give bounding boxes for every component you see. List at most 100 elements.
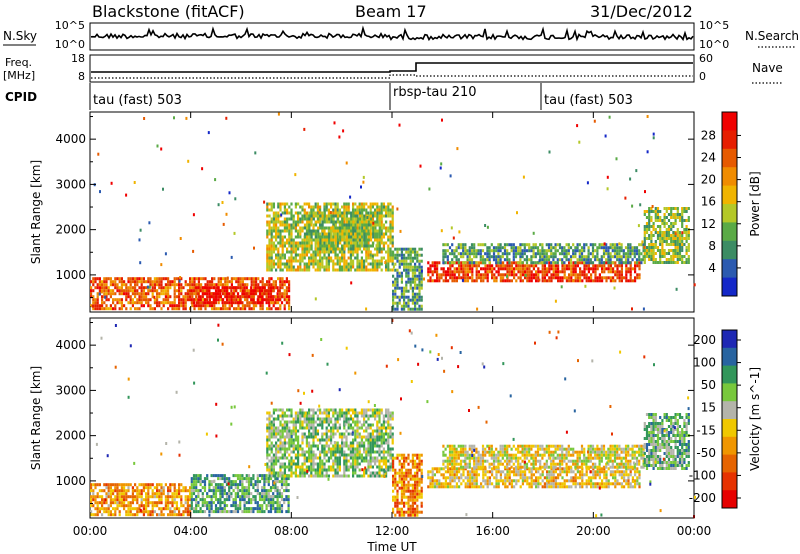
colorbar-tick-label: -50 [696,446,716,460]
noise-point [463,459,466,463]
nsky-label: N.Sky [3,29,37,43]
colorbar-segment [722,148,737,168]
noise-point [160,263,163,267]
nsky-tick-bottom: 10^0 [55,38,85,51]
x-tick-label: 00:00 [73,524,108,538]
noise-point [192,249,195,253]
noise-point [338,135,341,139]
noise-point [294,173,297,177]
x-tick-label: 08:00 [274,524,309,538]
noise-point [393,495,396,499]
noise-point [179,276,182,279]
noise-point [675,287,678,291]
colorbar-tick-label: 16 [701,195,716,209]
nave-tick-bottom: 0 [699,70,706,83]
noise-point [673,426,676,430]
freq-tick-top: 18 [71,52,85,65]
noise-point [608,115,611,119]
noise-point [632,461,635,465]
freq-series-line [91,62,693,73]
noise-point [160,147,163,151]
colorbar-segment [722,472,737,491]
noise-point [139,261,142,265]
noise-point [639,203,642,207]
noise-point [554,299,557,303]
noise-point [95,442,98,446]
noise-point [221,201,224,204]
noise-point [114,365,117,369]
noise-point [436,357,439,361]
noise-point [486,225,489,229]
colorbar-frame [721,111,738,297]
noise-point [662,457,665,461]
nsearch-tick-top: 10^5 [699,19,729,32]
noise-point [399,229,402,233]
noise-point [323,241,326,245]
noise-point [641,240,644,244]
noise-point [532,231,535,235]
noise-point [114,324,117,327]
noise-point [576,124,579,128]
cpid-segment-1: tau (fast) 503 [93,93,182,108]
noise-point [333,441,336,444]
noise-point [365,307,368,311]
noise-point [399,431,402,435]
noise-point [280,213,283,217]
noise-point [165,442,168,445]
colorbar-segment [722,401,737,420]
cpid-segment-3: tau (fast) 503 [544,93,633,108]
y-tick-label: 1000 [55,474,86,488]
noise-point [419,164,422,168]
noise-point [450,226,453,230]
colorbar: 4 8 12 16 20 24 28 Power [dB] [701,111,762,297]
noise-point [234,197,237,201]
nsky-series-line [90,25,694,42]
colorbar-tick-label: 20 [701,173,716,187]
noise-point [230,255,233,259]
noise-point [133,461,136,465]
noise-point [423,277,425,281]
noise-point [327,477,330,481]
noise-point [611,432,613,436]
noise-point [577,359,579,363]
colorbar-tick-label: 12 [701,217,716,231]
echo-region [190,474,290,514]
noise-point [179,237,182,240]
noise-point [351,432,354,436]
noise-point [91,304,94,308]
noise-point [392,265,395,269]
noise-point [331,225,334,229]
noise-point [654,460,657,464]
noise-point [361,468,364,472]
noise-point [217,203,220,207]
noise-point [603,242,606,246]
colorbar-segment [722,490,737,509]
nave-tick-top: 60 [699,52,713,65]
colorbar-tick-label: 8 [708,239,716,253]
nsky-tick-top: 10^5 [55,19,85,32]
noise-point [311,353,314,357]
beam-title: Beam 17 [355,2,427,21]
noise-point [207,131,210,135]
x-tick-label: 12:00 [375,524,410,538]
noise-point [426,400,429,404]
noise-point [465,513,468,517]
noise-point [476,307,479,311]
echo-region [303,211,381,251]
echo-region [266,408,394,478]
noise-point [228,191,231,195]
y-tick-label: 2000 [55,429,86,443]
noise-point [362,180,365,184]
colorbar-tick-label: -200 [689,491,716,505]
colorbar-segment [722,330,737,349]
noise-point [459,351,462,354]
colorbar-tick-label: -100 [689,468,716,482]
noise-point [398,123,401,127]
echo-region [643,207,690,264]
noise-point [600,513,603,517]
colorbar-tick-label: 200 [693,333,716,347]
echo-region [392,247,423,311]
colorbar-frame [721,329,738,509]
noise-point [451,390,454,394]
